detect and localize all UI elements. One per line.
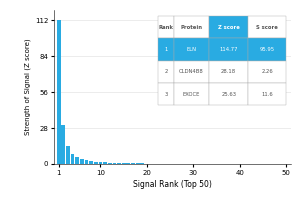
Bar xyxy=(89,161,93,164)
Bar xyxy=(99,162,102,164)
Bar xyxy=(61,125,65,164)
Bar xyxy=(85,160,88,164)
Bar xyxy=(57,20,61,164)
Bar xyxy=(117,163,121,164)
Bar xyxy=(131,163,135,164)
Bar xyxy=(108,163,112,164)
Bar xyxy=(112,163,116,164)
Bar xyxy=(127,163,130,164)
Bar xyxy=(66,146,70,164)
Bar xyxy=(136,163,140,164)
Bar xyxy=(75,157,79,164)
Bar xyxy=(140,163,144,164)
X-axis label: Signal Rank (Top 50): Signal Rank (Top 50) xyxy=(133,180,212,189)
Y-axis label: Strength of Signal (Z score): Strength of Signal (Z score) xyxy=(24,39,31,135)
Bar xyxy=(80,159,84,164)
Bar xyxy=(71,154,74,164)
Bar xyxy=(94,162,98,164)
Bar xyxy=(103,162,107,164)
Bar xyxy=(122,163,126,164)
